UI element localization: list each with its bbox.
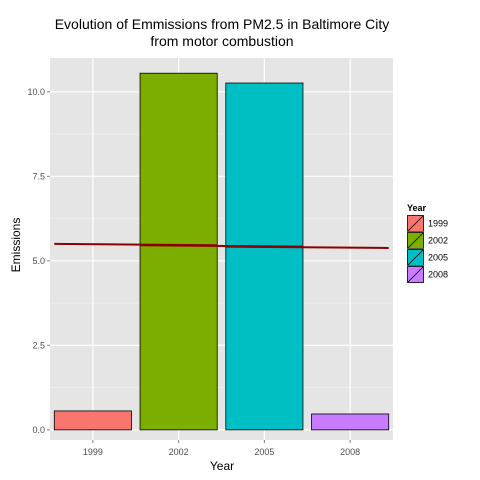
bar-2008 [311,413,390,431]
y-tick-label: 2.5 [32,340,45,350]
legend-swatch-slash [407,266,424,283]
legend-label: 2002 [428,236,448,246]
legend-label: 2008 [428,270,448,280]
x-tick-label: 1999 [83,447,103,457]
y-tick-label: 0.0 [32,425,45,435]
x-axis-title: Year [210,459,234,473]
plot-panel [50,58,393,440]
y-axis-title: Emissions [9,218,23,273]
legend-title: Year [407,203,427,213]
y-tick-label: 10.0 [27,87,45,97]
legend-entry-2008: 2008 [406,265,448,284]
legend-label: 2005 [428,253,448,263]
x-tick-label: 2008 [340,447,360,457]
bar-2002 [139,72,218,431]
legend-swatch-slash [407,215,424,232]
chart-title-line2: from motor combustion [150,33,293,49]
legend: Year 1999 2002 2005 2008 [406,203,448,284]
x-tick-label: 2002 [169,447,189,457]
legend-entry-2002: 2002 [406,231,448,250]
x-tick-label: 2005 [254,447,274,457]
legend-swatch-slash [407,249,424,266]
legend-swatch-slash [407,232,424,249]
bar-2005 [225,82,304,431]
chart-title-line1: Evolution of Emmissions from PM2.5 in Ba… [55,16,390,32]
bar-1999 [53,410,132,431]
plot-area: 0.0 2.5 5.0 7.5 10.0 1999 2002 2005 2008 [27,58,393,457]
y-tick-label: 5.0 [32,256,45,266]
legend-entry-1999: 1999 [406,214,448,233]
y-tick-label: 7.5 [32,171,45,181]
legend-label: 1999 [428,219,448,229]
trend-line-segment [225,245,389,249]
